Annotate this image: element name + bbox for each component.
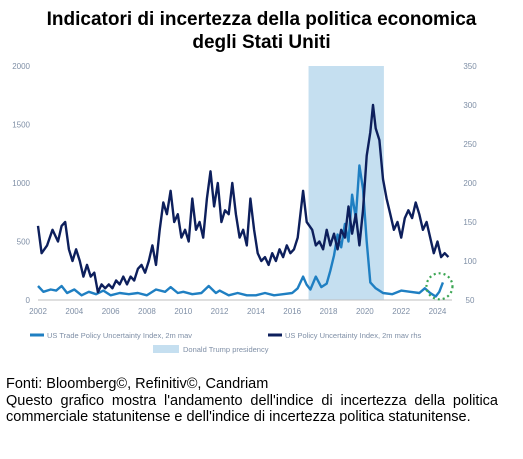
legend-trump-presidency-label: Donald Trump presidency bbox=[183, 345, 269, 354]
x-tick-label: 2002 bbox=[29, 307, 47, 316]
series-line-trade-policy bbox=[37, 164, 445, 298]
chart-notes: Fonti: Bloomberg©, Refinitiv©, Candriam … bbox=[6, 376, 498, 426]
y-left-tick-label: 0 bbox=[26, 296, 31, 305]
chart-title-line-2: degli Stati Uniti bbox=[192, 32, 331, 53]
y-right-tick-label: 300 bbox=[463, 101, 477, 110]
x-tick-label: 2016 bbox=[283, 307, 301, 316]
trump-presidency-region bbox=[308, 66, 384, 300]
y-right-tick-label: 350 bbox=[463, 62, 477, 71]
legend-trump-presidency-swatch bbox=[153, 345, 179, 353]
x-tick-label: 2018 bbox=[320, 307, 338, 316]
y-right-tick-label: 150 bbox=[463, 218, 477, 227]
chart: 0 500 1000 1500 2000 50 100 150 200 250 300 350 2002… bbox=[12, 62, 477, 354]
y-left-tick-label: 1000 bbox=[12, 179, 30, 188]
x-tick-label: 2022 bbox=[392, 307, 410, 316]
source-note: Fonti: Bloomberg©, Refinitiv©, Candriam bbox=[6, 376, 269, 392]
chart-title: Indicatori di incertezza della politica … bbox=[0, 8, 523, 54]
y-left-tick-label: 2000 bbox=[12, 62, 30, 71]
y-right-tick-label: 200 bbox=[463, 179, 477, 188]
y-right-tick-label: 250 bbox=[463, 140, 477, 149]
series-line-policy-uncertainty bbox=[36, 103, 450, 294]
x-tick-label: 2024 bbox=[429, 307, 447, 316]
x-tick-label: 2014 bbox=[247, 307, 265, 316]
chart-title-line-1: Indicatori di incertezza della politica … bbox=[46, 9, 477, 30]
highlight-circle bbox=[425, 272, 454, 301]
legend-policy-uncertainty-label: US Policy Uncertainty Index, 2m mav rhs bbox=[285, 331, 422, 340]
chart-description: Questo grafico mostra l'andamento dell'i… bbox=[6, 392, 498, 426]
x-tick-label: 2012 bbox=[211, 307, 229, 316]
x-tick-label: 2004 bbox=[65, 307, 83, 316]
x-tick-label: 2008 bbox=[138, 307, 156, 316]
y-left-tick-label: 1500 bbox=[12, 121, 30, 130]
x-tick-label: 2006 bbox=[102, 307, 120, 316]
x-tick-label: 2010 bbox=[174, 307, 192, 316]
y-right-tick-label: 50 bbox=[466, 296, 475, 305]
y-left-tick-label: 500 bbox=[17, 238, 31, 247]
y-right-tick-label: 100 bbox=[463, 257, 477, 266]
x-tick-label: 2020 bbox=[356, 307, 374, 316]
legend-trade-policy-label: US Trade Policy Uncertainty Index, 2m ma… bbox=[47, 331, 192, 340]
